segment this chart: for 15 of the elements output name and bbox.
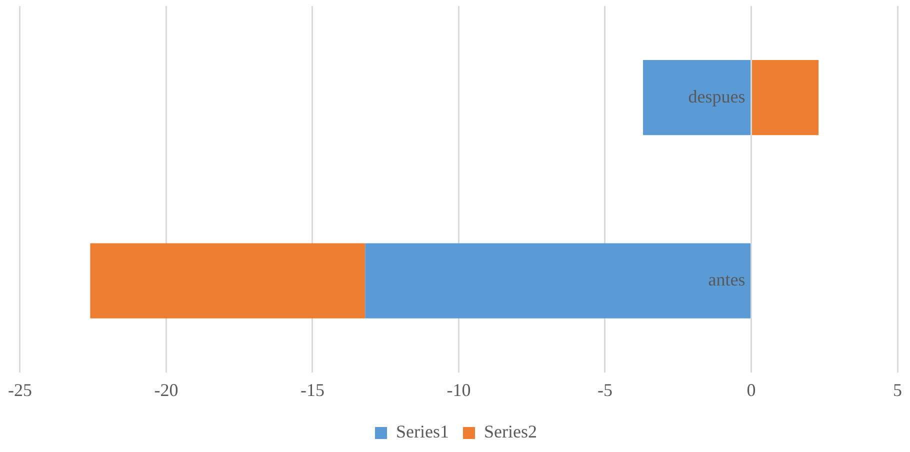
legend-label: Series1 (396, 422, 450, 442)
bar (643, 60, 750, 136)
y-tick-label: antes (708, 270, 746, 290)
bar (365, 243, 750, 318)
x-tick-label: -15 (300, 380, 324, 400)
x-tick-label: -20 (154, 380, 178, 400)
x-tick-label: -25 (8, 380, 32, 400)
bar (752, 60, 819, 136)
legend-label: Series2 (484, 422, 537, 442)
x-tick-label: 0 (746, 380, 756, 400)
y-tick-label: despues (688, 86, 746, 106)
x-tick-label: -10 (446, 380, 471, 400)
x-tick-label: -5 (598, 380, 612, 400)
bar (90, 243, 366, 318)
x-tick-label: 5 (893, 380, 902, 400)
